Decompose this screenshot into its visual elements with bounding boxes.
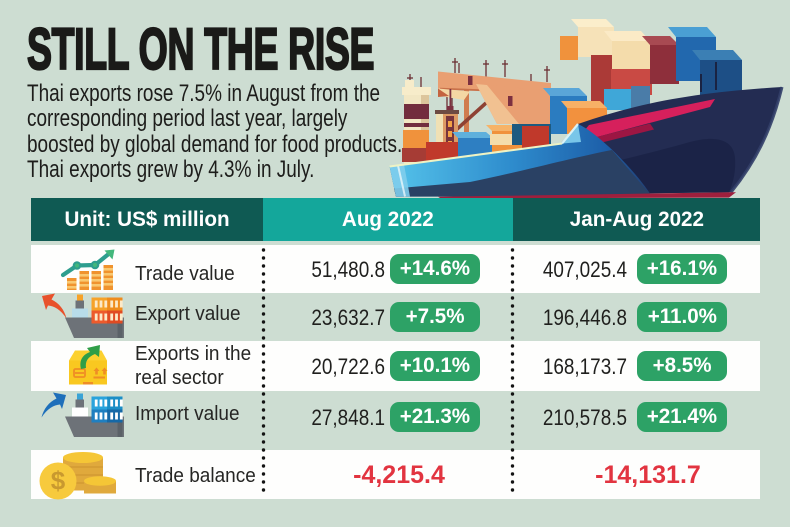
svg-text:$: $ bbox=[51, 466, 66, 496]
